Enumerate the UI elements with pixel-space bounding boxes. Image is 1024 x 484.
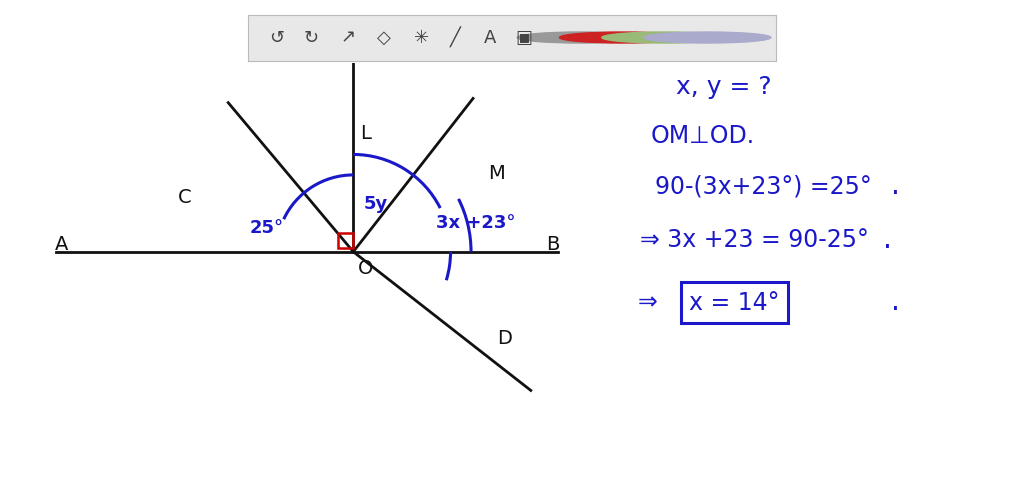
Text: D: D — [498, 329, 512, 348]
Text: .: . — [891, 288, 900, 317]
Circle shape — [517, 32, 644, 43]
Text: L: L — [360, 124, 371, 143]
Text: A: A — [54, 235, 69, 254]
Text: OM⊥OD.: OM⊥OD. — [650, 123, 755, 148]
Text: ⇒ 3x +23 = 90-25°: ⇒ 3x +23 = 90-25° — [640, 227, 869, 252]
Bar — [338, 233, 352, 248]
Text: .: . — [891, 172, 900, 200]
Text: x, y = ?: x, y = ? — [676, 75, 771, 99]
Text: 3x +23°: 3x +23° — [436, 214, 516, 232]
Text: ⇒: ⇒ — [638, 290, 657, 315]
Text: 5y: 5y — [364, 195, 388, 212]
Circle shape — [602, 32, 729, 43]
Text: .: . — [883, 226, 892, 254]
Text: C: C — [177, 188, 191, 207]
Text: ↻: ↻ — [304, 29, 318, 46]
Text: O: O — [357, 259, 374, 278]
Text: ↺: ↺ — [269, 29, 285, 46]
Text: ◇: ◇ — [377, 29, 391, 46]
Text: M: M — [488, 164, 505, 183]
Text: A: A — [483, 29, 496, 46]
Circle shape — [644, 32, 771, 43]
Text: B: B — [546, 235, 560, 254]
Text: ▣: ▣ — [515, 29, 532, 46]
Text: ╱: ╱ — [450, 27, 461, 48]
Text: ✳: ✳ — [414, 29, 429, 46]
Circle shape — [559, 32, 686, 43]
Text: ↗: ↗ — [341, 29, 355, 46]
Text: 25°: 25° — [249, 219, 284, 237]
Text: x = 14°: x = 14° — [689, 290, 779, 315]
Text: 90-(3x+23°) =25°: 90-(3x+23°) =25° — [655, 174, 872, 198]
